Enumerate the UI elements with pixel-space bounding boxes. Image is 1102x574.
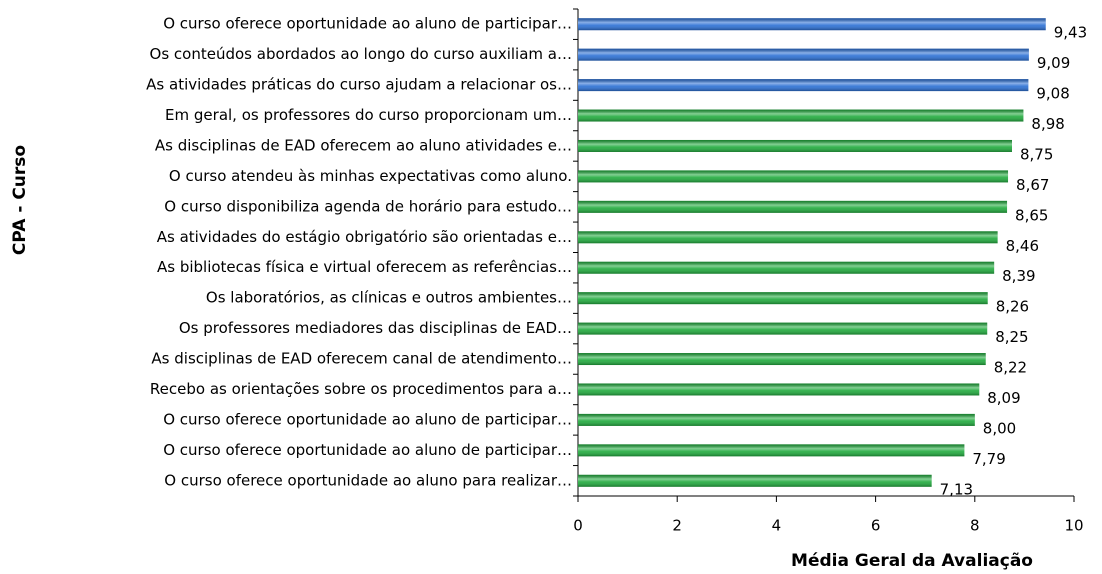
bar-shine: [578, 353, 986, 366]
y-axis-label: CPA - Curso: [10, 145, 30, 255]
value-label: 7,79: [972, 450, 1005, 468]
y-tick-label: O curso oferece oportunidade ao aluno de…: [163, 410, 572, 428]
value-label: 8,39: [1002, 267, 1035, 285]
bar-shine: [578, 444, 965, 457]
y-tick-label: O curso atendeu às minhas expectativas c…: [169, 167, 572, 185]
bar-shine: [578, 474, 932, 487]
y-tick-label: As atividades do estágio obrigatório são…: [157, 228, 572, 246]
x-tick-label: 8: [970, 517, 980, 535]
value-label: 8,46: [1006, 237, 1039, 255]
x-axis-label: Média Geral da Avaliação: [791, 551, 1033, 571]
y-tick-label: O curso oferece oportunidade ao aluno pa…: [164, 471, 572, 489]
x-tick-label: 10: [1064, 517, 1083, 535]
y-tick-label: As disciplinas de EAD oferecem ao aluno …: [155, 136, 572, 154]
y-tick-label: O curso oferece oportunidade ao aluno de…: [163, 441, 572, 459]
y-tick-label: O curso oferece oportunidade ao aluno de…: [163, 15, 572, 33]
bar-shine: [578, 79, 1029, 92]
bar-shine: [578, 200, 1008, 213]
bar-shine: [578, 292, 988, 305]
value-label: 8,67: [1016, 176, 1049, 194]
value-label: 8,22: [994, 359, 1027, 377]
x-tick-label: 0: [573, 517, 583, 535]
bar-shine: [578, 413, 975, 426]
value-label: 8,25: [995, 328, 1028, 346]
y-tick-label: Os professores mediadores das disciplina…: [179, 319, 572, 337]
y-tick-label: Os laboratórios, as clínicas e outros am…: [206, 289, 572, 307]
y-tick-label: Em geral, os professores do curso propor…: [165, 106, 572, 124]
value-label: 8,75: [1020, 145, 1053, 163]
bar-shine: [578, 322, 988, 335]
bar-shine: [578, 18, 1046, 31]
y-tick-label: O curso disponibiliza agenda de horário …: [164, 197, 572, 215]
y-tick-label: Recebo as orientações sobre os procedime…: [150, 380, 572, 398]
value-label: 9,09: [1037, 54, 1070, 72]
bar-shine: [578, 383, 980, 396]
bar-shine: [578, 261, 995, 274]
y-tick-label: As bibliotecas física e virtual oferecem…: [157, 258, 572, 276]
value-label: 7,13: [940, 480, 973, 498]
bar-shine: [578, 170, 1009, 183]
x-tick-label: 2: [672, 517, 682, 535]
bar-shine: [578, 109, 1024, 122]
bar-shine: [578, 231, 998, 244]
y-tick-label: Os conteúdos abordados ao longo do curso…: [150, 45, 572, 63]
value-label: 8,00: [983, 419, 1016, 437]
y-tick-label: As disciplinas de EAD oferecem canal de …: [151, 350, 572, 368]
x-tick-label: 6: [871, 517, 881, 535]
value-label: 8,09: [987, 389, 1020, 407]
value-label: 9,08: [1036, 85, 1069, 103]
bar-shine: [578, 48, 1029, 61]
value-label: 9,43: [1054, 24, 1087, 42]
value-label: 8,98: [1031, 115, 1064, 133]
value-label: 8,26: [996, 298, 1029, 316]
y-tick-label: As atividades práticas do curso ajudam a…: [146, 76, 572, 94]
bar-shine: [578, 139, 1012, 152]
value-label: 8,65: [1015, 206, 1048, 224]
x-tick-label: 4: [772, 517, 782, 535]
